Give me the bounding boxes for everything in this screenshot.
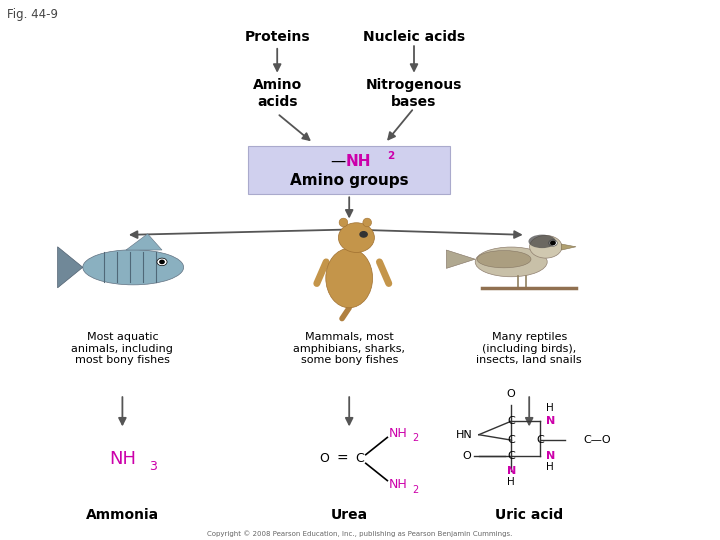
Circle shape [360,232,367,237]
Text: N: N [546,416,555,426]
Text: NH: NH [109,450,136,468]
Text: H: H [546,462,554,472]
Text: Many reptiles
(including birds),
insects, land snails: Many reptiles (including birds), insects… [477,332,582,365]
Text: O: O [319,453,329,465]
Text: NH: NH [346,154,371,169]
Text: 2: 2 [387,151,394,161]
Text: O: O [507,388,516,399]
Text: Amino
acids: Amino acids [253,78,302,109]
Ellipse shape [477,251,531,268]
Circle shape [160,260,164,264]
Text: C: C [508,451,515,461]
Text: C: C [508,435,515,445]
Text: Nucleic acids: Nucleic acids [363,30,465,44]
Text: Urea: Urea [330,508,368,522]
Text: NH: NH [389,478,408,491]
Text: NH: NH [389,427,408,440]
Text: C: C [356,453,364,465]
FancyBboxPatch shape [248,146,450,194]
Text: 3: 3 [149,460,156,473]
Text: O: O [463,451,472,461]
Text: Most aquatic
animals, including
most bony fishes: Most aquatic animals, including most bon… [71,332,174,365]
Text: 2: 2 [412,485,418,495]
Text: C: C [536,435,544,445]
Polygon shape [58,247,83,288]
Ellipse shape [338,222,374,253]
Ellipse shape [528,234,556,248]
Text: Mammals, most
amphibians, sharks,
some bony fishes: Mammals, most amphibians, sharks, some b… [293,332,405,365]
Text: Nitrogenous
bases: Nitrogenous bases [366,78,462,109]
Text: Ammonia: Ammonia [86,508,159,522]
Ellipse shape [529,235,562,258]
Circle shape [157,258,167,266]
Text: H: H [508,477,515,487]
Text: 2: 2 [412,434,418,443]
Text: H: H [546,403,554,413]
Text: HN: HN [456,430,473,440]
Polygon shape [126,234,162,250]
Ellipse shape [83,249,184,285]
Text: N: N [507,467,516,476]
Text: Proteins: Proteins [244,30,310,44]
Text: =: = [336,452,348,466]
Text: Fig. 44-9: Fig. 44-9 [7,8,58,21]
Ellipse shape [363,218,372,227]
Ellipse shape [475,247,547,276]
Text: N: N [546,451,555,461]
Text: Copyright © 2008 Pearson Education, Inc., publishing as Pearson Benjamin Cumming: Copyright © 2008 Pearson Education, Inc.… [207,531,513,537]
Ellipse shape [339,218,348,227]
Text: Amino groups: Amino groups [290,173,408,188]
Ellipse shape [325,248,373,308]
Polygon shape [562,244,576,250]
Text: C: C [508,416,515,426]
Text: —: — [330,154,346,169]
Text: C—O: C—O [583,435,611,445]
Circle shape [549,240,557,246]
Circle shape [551,241,555,245]
Polygon shape [446,250,475,268]
Text: Uric acid: Uric acid [495,508,563,522]
